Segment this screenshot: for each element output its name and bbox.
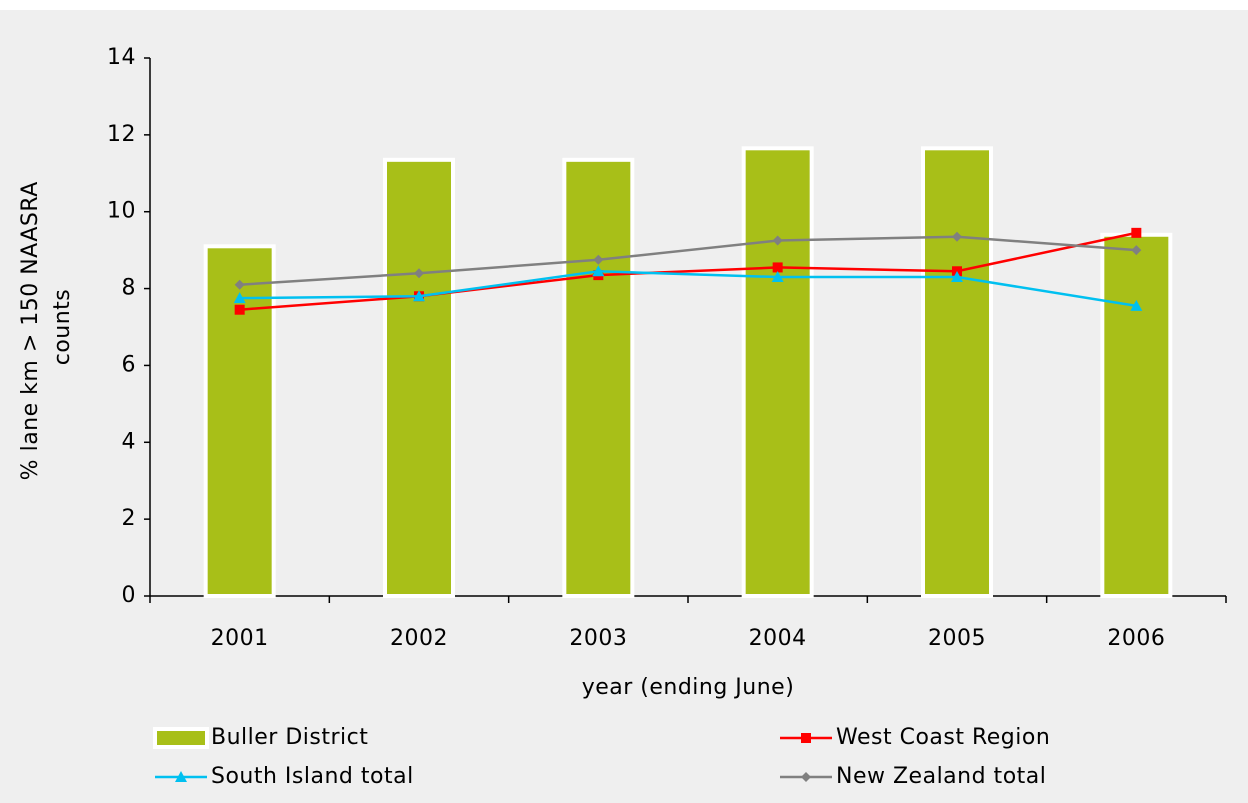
marker [951,271,963,283]
marker [772,235,783,246]
marker [413,290,425,302]
marker [772,262,783,273]
bar [203,244,276,599]
marker [593,254,604,265]
y-tick-label: 10 [107,199,136,224]
marker [234,304,245,315]
bar [1100,232,1173,598]
bar [921,146,993,599]
y-tick-label: 4 [122,429,137,454]
y-axis-label: % lane km > 150 NAASRA counts [18,174,75,481]
y-tick-label: 8 [122,276,137,301]
legend-label: West Coast Region [836,725,1050,750]
legend-label: Buller District [211,725,368,750]
line [239,270,1137,308]
y-tick-label: 14 [107,45,136,70]
x-axis-label: year (ending June) [582,675,795,700]
marker [1130,299,1143,311]
y-tick-label: 2 [122,506,137,531]
legend-label: South Island total [211,764,414,789]
marker [1131,227,1142,238]
marker [592,265,605,277]
marker [952,231,962,242]
y-axis-label-line: % lane km > 150 NAASRA [18,181,43,480]
y-tick-label: 0 [122,583,137,608]
x-tick-label: 2003 [569,626,627,651]
marker [771,271,784,283]
legend-label: New Zealand total [836,764,1046,789]
y-axis-label-line: counts [50,289,75,366]
line [239,235,1137,286]
x-tick-label: 2006 [1107,626,1165,651]
marker [801,733,811,743]
marker [233,292,246,304]
legend-swatch [153,727,209,749]
x-tick-label: 2001 [211,626,269,651]
marker [175,771,187,782]
marker [1131,245,1142,256]
line [239,231,1137,311]
marker [234,279,245,290]
bar [741,146,814,599]
y-tick-label: 6 [122,352,137,377]
marker [414,268,424,279]
x-tick-label: 2004 [749,626,807,651]
marker [801,772,811,782]
bar [562,157,635,598]
y-tick-label: 12 [107,122,136,147]
bar [383,157,455,598]
x-tick-label: 2005 [928,626,986,651]
x-tick-label: 2002 [390,626,448,651]
